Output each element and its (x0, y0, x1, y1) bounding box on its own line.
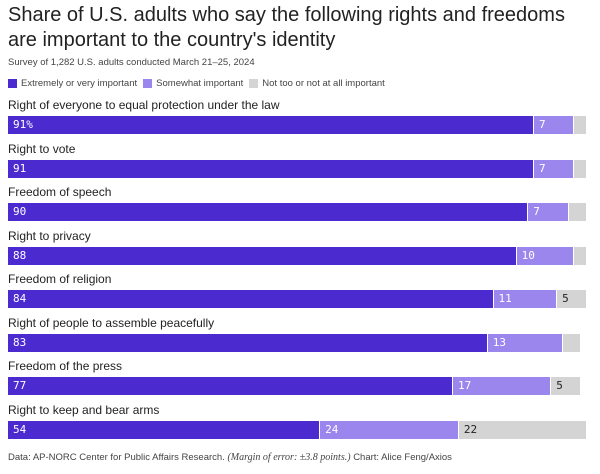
footer-credit: Chart: Alice Feng/Axios (353, 452, 452, 463)
bar-segment (569, 203, 586, 221)
value-label: 5 (562, 292, 569, 306)
bar-segment: 54 (8, 421, 320, 439)
chart-footer: Data: AP-NORC Center for Public Affairs … (8, 452, 452, 463)
value-label: 7 (533, 205, 540, 219)
bar-segment: 91 (8, 160, 534, 178)
bar-segment: 11 (494, 290, 558, 308)
bar-segment: 84 (8, 290, 494, 308)
value-label: 91% (13, 118, 33, 132)
value-label: 11 (499, 292, 512, 306)
chart-title: Share of U.S. adults who say the followi… (8, 3, 593, 53)
value-label: 24 (325, 423, 338, 437)
legend-item-not: Not too or not at all important (249, 78, 385, 89)
bar-segment: 10 (517, 247, 575, 265)
value-label: 5 (556, 379, 563, 393)
value-label: 88 (13, 249, 26, 263)
category-label: Right to privacy (8, 229, 91, 243)
value-label: 91 (13, 162, 26, 176)
chart-subtitle: Survey of 1,282 U.S. adults conducted Ma… (8, 57, 255, 68)
stacked-bar: 84 11 5 (8, 290, 586, 308)
value-label: 17 (458, 379, 471, 393)
stacked-bar: 91 7 (8, 160, 586, 178)
bar-segment (574, 116, 586, 134)
category-label: Freedom of the press (8, 359, 122, 373)
value-label: 22 (464, 423, 477, 437)
value-label: 83 (13, 336, 26, 350)
category-label: Freedom of religion (8, 272, 111, 286)
value-label: 7 (539, 118, 546, 132)
stacked-bar: 90 7 (8, 203, 586, 221)
bar-segment: 17 (453, 377, 551, 395)
bar-segment: 88 (8, 247, 517, 265)
legend-swatch-somewhat (143, 79, 152, 88)
legend: Extremely or very important Somewhat imp… (8, 77, 391, 89)
legend-swatch-not (249, 79, 258, 88)
bar-segment: 5 (551, 377, 580, 395)
value-label: 10 (522, 249, 535, 263)
value-label: 84 (13, 292, 26, 306)
legend-item-extremely: Extremely or very important (8, 78, 137, 89)
legend-label-somewhat: Somewhat important (156, 78, 243, 89)
legend-label-extremely: Extremely or very important (21, 78, 137, 89)
legend-item-somewhat: Somewhat important (143, 78, 243, 89)
bar-segment: 5 (557, 290, 586, 308)
bar-segment: 24 (320, 421, 459, 439)
stacked-bar: 83 13 (8, 334, 586, 352)
bar-segment: 7 (534, 160, 574, 178)
value-label: 77 (13, 379, 26, 393)
footer-source: Data: AP-NORC Center for Public Affairs … (8, 452, 225, 463)
category-label: Right to vote (8, 142, 75, 156)
legend-swatch-extremely (8, 79, 17, 88)
bar-segment: 22 (459, 421, 586, 439)
bar-segment (574, 247, 586, 265)
value-label: 54 (13, 423, 26, 437)
stacked-bar: 88 10 (8, 247, 586, 265)
bar-segment: 83 (8, 334, 488, 352)
bar-segment: 13 (488, 334, 563, 352)
bar-segment (563, 334, 580, 352)
stacked-bar: 54 24 22 (8, 421, 586, 439)
value-label: 7 (539, 162, 546, 176)
category-label: Right of people to assemble peacefully (8, 316, 214, 330)
category-label: Freedom of speech (8, 185, 111, 199)
stacked-bar: 77 17 5 (8, 377, 586, 395)
footer-margin: (Margin of error: ±3.8 points.) (227, 452, 350, 463)
bar-segment (574, 160, 586, 178)
bar-segment: 77 (8, 377, 453, 395)
bar-segment: 7 (528, 203, 568, 221)
stacked-bar: 91% 7 (8, 116, 586, 134)
legend-label-not: Not too or not at all important (262, 78, 385, 89)
bar-segment: 7 (534, 116, 574, 134)
value-label: 13 (493, 336, 506, 350)
category-label: Right to keep and bear arms (8, 403, 159, 417)
category-label: Right of everyone to equal protection un… (8, 98, 280, 112)
bar-segment: 90 (8, 203, 528, 221)
bar-segment: 91% (8, 116, 534, 134)
value-label: 90 (13, 205, 26, 219)
